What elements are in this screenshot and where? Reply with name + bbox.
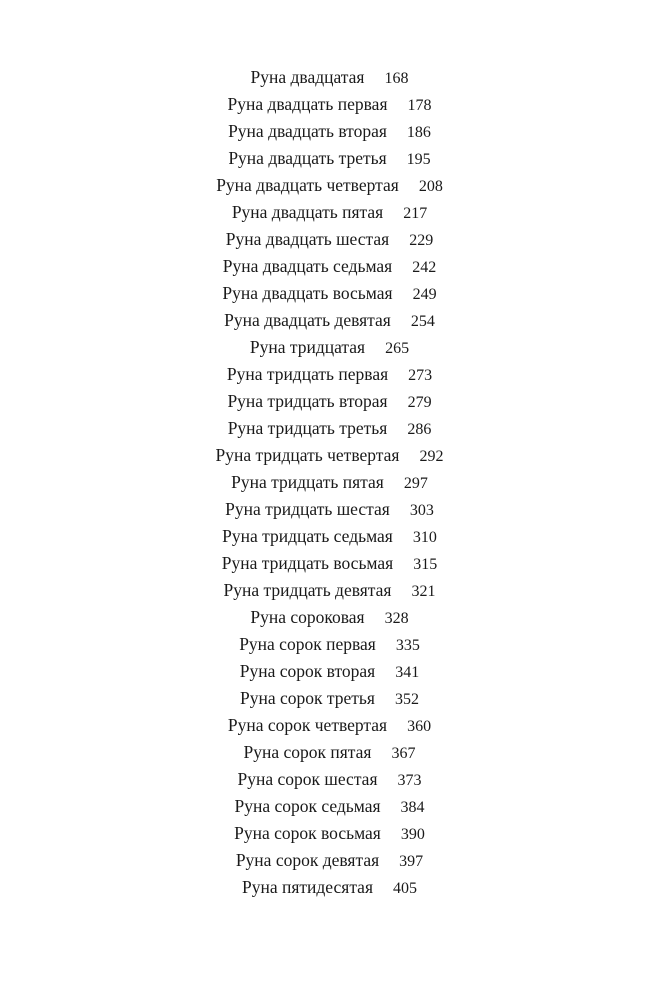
toc-entry-title: Руна тридцать седьмая (222, 526, 393, 546)
toc-entry-title: Руна тридцать пятая (231, 472, 384, 492)
toc-entry-page-number: 297 (403, 475, 428, 492)
toc-entry: Руна двадцать девятая 254 (0, 307, 659, 334)
toc-entry-page-number: 352 (394, 691, 419, 708)
toc-entry-title: Руна тридцать восьмая (221, 553, 394, 573)
toc-entry: Руна тридцать первая 273 (0, 361, 659, 388)
toc-entry-title: Руна сорок девятая (235, 850, 380, 870)
toc-entry-page-number: 373 (397, 772, 422, 789)
toc-entry-title: Руна сорок вторая (239, 661, 376, 681)
toc-entry-title: Руна двадцать девятая (224, 310, 391, 330)
toc-entry-title: Руна двадцать четвертая (216, 175, 399, 195)
toc-entry: Руна сороковая 328 (0, 604, 659, 631)
toc-entry: Руна двадцать шестая 229 (0, 226, 659, 253)
toc-entry: Руна пятидесятая 405 (0, 874, 659, 901)
toc-entry-page-number: 286 (407, 421, 432, 438)
table-of-contents: Руна двадцатая 168 Руна двадцать первая 178… (0, 64, 659, 901)
toc-entry: Руна двадцатая 168 (0, 64, 659, 91)
toc-entry-title: Руна сорок пятая (243, 742, 372, 762)
toc-entry: Руна тридцать девятая 321 (0, 577, 659, 604)
toc-entry: Руна двадцать пятая 217 (0, 199, 659, 226)
toc-entry-title: Руна двадцать шестая (225, 229, 390, 249)
toc-entry: Руна сорок пятая 367 (0, 739, 659, 766)
toc-entry-title: Руна сорок седьмая (234, 796, 381, 816)
toc-entry: Руна двадцать седьмая 242 (0, 253, 659, 280)
toc-entry-page-number: 341 (395, 664, 420, 681)
toc-entry-title: Руна сорок восьмая (234, 823, 381, 843)
toc-entry-page-number: 168 (384, 70, 409, 87)
toc-entry: Руна сорок вторая 341 (0, 658, 659, 685)
toc-entry: Руна тридцатая 265 (0, 334, 659, 361)
toc-entry-title: Руна двадцать седьмая (222, 256, 393, 276)
toc-entry-title: Руна тридцать вторая (227, 391, 388, 411)
toc-entry-title: Руна сорок четвертая (227, 715, 388, 735)
toc-entry: Руна сорок восьмая 390 (0, 820, 659, 847)
toc-entry-title: Руна пятидесятая (241, 877, 374, 897)
toc-entry-page-number: 242 (412, 259, 437, 276)
toc-entry-page-number: 384 (400, 799, 425, 816)
toc-entry-title: Руна сорок третья (240, 688, 375, 708)
toc-entry: Руна двадцать вторая 186 (0, 118, 659, 145)
toc-entry: Руна тридцать восьмая 315 (0, 550, 659, 577)
toc-entry: Руна двадцать третья 195 (0, 145, 659, 172)
toc-entry-page-number: 273 (408, 367, 433, 384)
toc-entry: Руна сорок третья 352 (0, 685, 659, 712)
toc-entry-page-number: 186 (406, 124, 431, 141)
toc-entry-title: Руна тридцать шестая (225, 499, 390, 519)
toc-entry-page-number: 208 (418, 178, 443, 195)
toc-entry-page-number: 303 (409, 502, 434, 519)
toc-entry: Руна тридцать третья 286 (0, 415, 659, 442)
toc-entry-page-number: 321 (411, 583, 436, 600)
toc-entry-page-number: 249 (412, 286, 437, 303)
toc-entry-page-number: 229 (409, 232, 434, 249)
toc-entry-title: Руна тридцать четвертая (215, 445, 400, 465)
toc-entry-page-number: 360 (407, 718, 432, 735)
toc-entry: Руна сорок шестая 373 (0, 766, 659, 793)
toc-entry: Руна двадцать четвертая 208 (0, 172, 659, 199)
toc-entry-page-number: 390 (400, 826, 425, 843)
toc-entry: Руна тридцать вторая 279 (0, 388, 659, 415)
toc-entry-page-number: 335 (395, 637, 420, 654)
toc-entry: Руна сорок первая 335 (0, 631, 659, 658)
toc-entry-title: Руна тридцать третья (227, 418, 388, 438)
toc-entry-title: Руна двадцатая (250, 67, 365, 87)
toc-entry-title: Руна сорок шестая (237, 769, 378, 789)
toc-entry-title: Руна двадцать восьмая (222, 283, 393, 303)
toc-entry-page-number: 328 (384, 610, 409, 627)
toc-entry-page-number: 265 (385, 340, 410, 357)
toc-entry: Руна тридцать пятая 297 (0, 469, 659, 496)
toc-entry-title: Руна сороковая (250, 607, 365, 627)
toc-entry-page-number: 254 (410, 313, 435, 330)
toc-entry-title: Руна тридцать девятая (223, 580, 392, 600)
toc-entry: Руна двадцать первая 178 (0, 91, 659, 118)
toc-entry-page-number: 217 (403, 205, 428, 222)
toc-entry-page-number: 310 (412, 529, 437, 546)
toc-entry: Руна сорок девятая 397 (0, 847, 659, 874)
toc-entry-page-number: 367 (391, 745, 416, 762)
toc-entry-page-number: 195 (406, 151, 431, 168)
toc-entry: Руна сорок четвертая 360 (0, 712, 659, 739)
toc-entry-title: Руна двадцать вторая (228, 121, 387, 141)
toc-entry-page-number: 397 (399, 853, 424, 870)
toc-entry: Руна двадцать восьмая 249 (0, 280, 659, 307)
toc-entry-title: Руна двадцать пятая (231, 202, 384, 222)
toc-entry: Руна тридцать седьмая 310 (0, 523, 659, 550)
toc-entry-page-number: 315 (413, 556, 438, 573)
toc-entry: Руна сорок седьмая 384 (0, 793, 659, 820)
toc-entry-page-number: 405 (393, 880, 418, 897)
toc-entry-title: Руна тридцать первая (226, 364, 389, 384)
toc-entry: Руна тридцать четвертая 292 (0, 442, 659, 469)
toc-entry: Руна тридцать шестая 303 (0, 496, 659, 523)
toc-entry-page-number: 279 (407, 394, 432, 411)
toc-entry-title: Руна сорок первая (239, 634, 376, 654)
toc-entry-page-number: 292 (419, 448, 444, 465)
toc-entry-title: Руна двадцать первая (227, 94, 388, 114)
toc-entry-title: Руна двадцать третья (228, 148, 387, 168)
toc-entry-page-number: 178 (407, 97, 432, 114)
toc-entry-title: Руна тридцатая (249, 337, 366, 357)
